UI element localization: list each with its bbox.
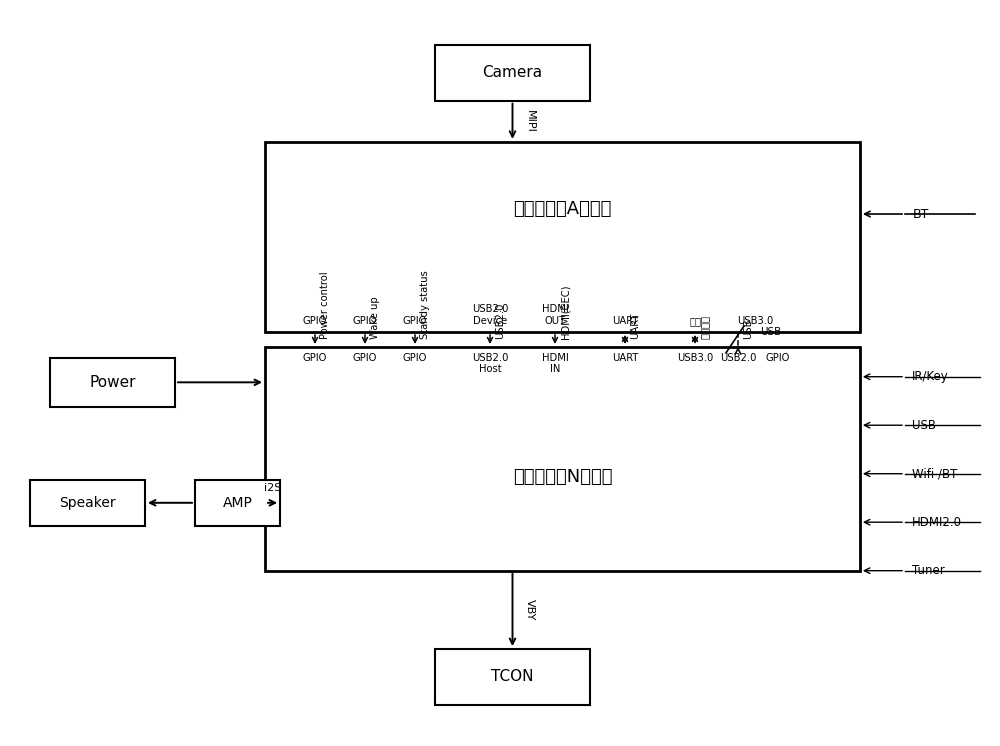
- Text: Wake up: Wake up: [370, 297, 380, 339]
- Text: BT: BT: [913, 207, 929, 221]
- Text: USB2.0
Host: USB2.0 Host: [472, 353, 508, 374]
- Text: Camera: Camera: [482, 65, 543, 81]
- Text: GPIO: GPIO: [303, 316, 327, 326]
- Text: Tuner: Tuner: [912, 564, 945, 577]
- Text: i2S: i2S: [264, 483, 281, 493]
- Bar: [265, 142, 860, 332]
- Text: USB3.0: USB3.0: [677, 353, 713, 363]
- Text: HDMI(CEC): HDMI(CEC): [560, 285, 570, 339]
- Text: UART: UART: [630, 313, 640, 339]
- Text: Power: Power: [89, 374, 136, 390]
- Text: VBY: VBY: [524, 599, 534, 621]
- Text: UART: UART: [612, 316, 638, 326]
- Bar: [435, 45, 590, 101]
- Text: 千兆网口: 千兆网口: [700, 316, 710, 339]
- Text: USB: USB: [760, 327, 781, 337]
- Bar: [50, 358, 175, 407]
- Text: GPIO: GPIO: [353, 316, 377, 326]
- Text: Standy status: Standy status: [420, 271, 430, 339]
- Text: 第二芯片（N芯片）: 第二芯片（N芯片）: [513, 468, 612, 486]
- Bar: [435, 649, 590, 705]
- Text: 第一芯片（A芯片）: 第一芯片（A芯片）: [513, 200, 612, 218]
- Text: Speaker: Speaker: [59, 496, 116, 510]
- Text: USB: USB: [912, 419, 936, 432]
- Text: GPIO: GPIO: [766, 353, 790, 363]
- Text: USB3.0: USB3.0: [737, 316, 773, 326]
- Bar: [195, 480, 280, 526]
- Text: AMP: AMP: [223, 496, 252, 510]
- Text: USB2.0: USB2.0: [495, 303, 505, 339]
- Text: HDMI
IN: HDMI IN: [542, 353, 568, 374]
- Text: HDMI
OUT: HDMI OUT: [542, 304, 568, 326]
- Text: Wifi /BT: Wifi /BT: [912, 467, 957, 480]
- Text: USB2.0: USB2.0: [720, 353, 756, 363]
- Text: IR/Key: IR/Key: [912, 370, 949, 383]
- Text: Power control: Power control: [320, 272, 330, 339]
- Text: MIPI: MIPI: [524, 110, 534, 133]
- Text: TCON: TCON: [491, 669, 534, 685]
- Text: GPIO: GPIO: [403, 316, 427, 326]
- Text: 网口: 网口: [689, 316, 701, 326]
- Text: HDMI2.0: HDMI2.0: [912, 515, 962, 529]
- Text: GPIO: GPIO: [353, 353, 377, 363]
- Text: USB2.0
Device: USB2.0 Device: [472, 304, 508, 326]
- Text: UART: UART: [612, 353, 638, 363]
- Text: USB: USB: [743, 319, 753, 339]
- Text: GPIO: GPIO: [303, 353, 327, 363]
- Text: GPIO: GPIO: [403, 353, 427, 363]
- Bar: [30, 480, 145, 526]
- Bar: [265, 347, 860, 571]
